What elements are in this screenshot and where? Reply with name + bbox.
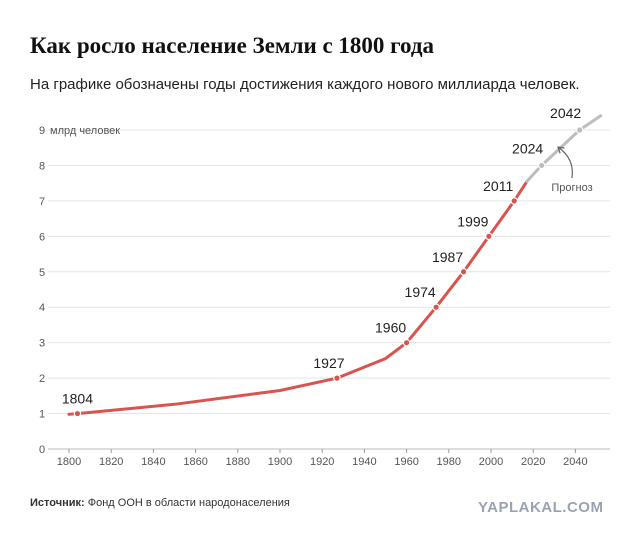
x-tick-label: 1980	[437, 456, 461, 468]
milestone-points	[73, 126, 584, 418]
milestone-point	[537, 161, 546, 170]
x-tick-label: 1800	[57, 456, 81, 468]
milestone-label: 2011	[483, 178, 513, 194]
y-axis-label: млрд человек	[50, 125, 120, 137]
x-tick-label: 1880	[226, 456, 250, 468]
source-label: Источник:	[30, 497, 85, 509]
y-tick-label: 7	[39, 196, 45, 208]
milestone-point	[459, 267, 468, 276]
x-tick-label: 1860	[183, 456, 207, 468]
series-line-actual	[67, 179, 529, 416]
source-text: Фонд ООН в области народонаселения	[87, 497, 290, 509]
source-note: Источник: Фонд ООН в области народонасел…	[30, 497, 290, 509]
y-tick-label: 0	[39, 444, 45, 456]
watermark: YAPLAKAL.COM	[478, 499, 604, 516]
milestone-point	[333, 374, 341, 382]
forecast-label: Прогноз	[551, 182, 592, 194]
milestone-point	[510, 197, 519, 205]
x-tick-label: 1840	[141, 456, 165, 468]
chart-title: Как росло население Земли с 1800 года	[30, 33, 435, 58]
x-axis-ticks: 1800 1820 1840 1860 1880 1900 1920 1940 1960 1980…	[57, 449, 588, 468]
milestone-point	[485, 232, 493, 241]
x-tick-label: 1900	[268, 456, 292, 468]
milestone-label: 2024	[512, 140, 543, 156]
milestone-label: 1927	[313, 355, 344, 371]
y-tick-label: 5	[39, 267, 45, 279]
forecast-arrow-head	[557, 146, 565, 154]
y-tick-label: 9	[39, 125, 45, 137]
milestone-point	[575, 126, 584, 134]
y-tick-label: 2	[39, 373, 45, 385]
milestone-label: 2042	[550, 105, 581, 121]
y-tick-label: 3	[39, 338, 45, 350]
forecast-arrow	[557, 146, 573, 179]
x-tick-label: 1960	[394, 456, 418, 468]
y-tick-label: 4	[39, 302, 45, 314]
milestone-point	[432, 303, 440, 312]
x-tick-label: 2000	[479, 456, 503, 468]
milestone-label: 1804	[62, 391, 93, 407]
milestone-point	[402, 338, 411, 347]
milestone-label: 1999	[457, 213, 488, 229]
x-tick-label: 2020	[521, 456, 545, 468]
chart-subtitle: На графике обозначены годы достижения ка…	[30, 76, 580, 93]
y-tick-label: 8	[39, 160, 45, 172]
y-tick-label: 6	[39, 231, 45, 243]
y-axis-ticks: 0 1 2 3 4 5 6 7 8 9 млрд человек	[39, 125, 120, 456]
milestone-label: 1974	[405, 284, 436, 300]
y-tick-label: 1	[39, 409, 45, 421]
x-tick-label: 1920	[310, 456, 334, 468]
milestone-point	[73, 409, 82, 418]
x-tick-label: 2040	[563, 456, 587, 468]
milestone-labels: 1804 1927 1960 1974 1987 1999 2011 2024 2042	[62, 105, 582, 407]
grid	[48, 129, 610, 450]
milestone-label: 1987	[432, 249, 463, 265]
milestone-label: 1960	[375, 320, 406, 336]
x-tick-label: 1820	[99, 456, 123, 468]
forecast-annotation: Прогноз	[551, 146, 593, 194]
x-tick-label: 1940	[352, 456, 376, 468]
